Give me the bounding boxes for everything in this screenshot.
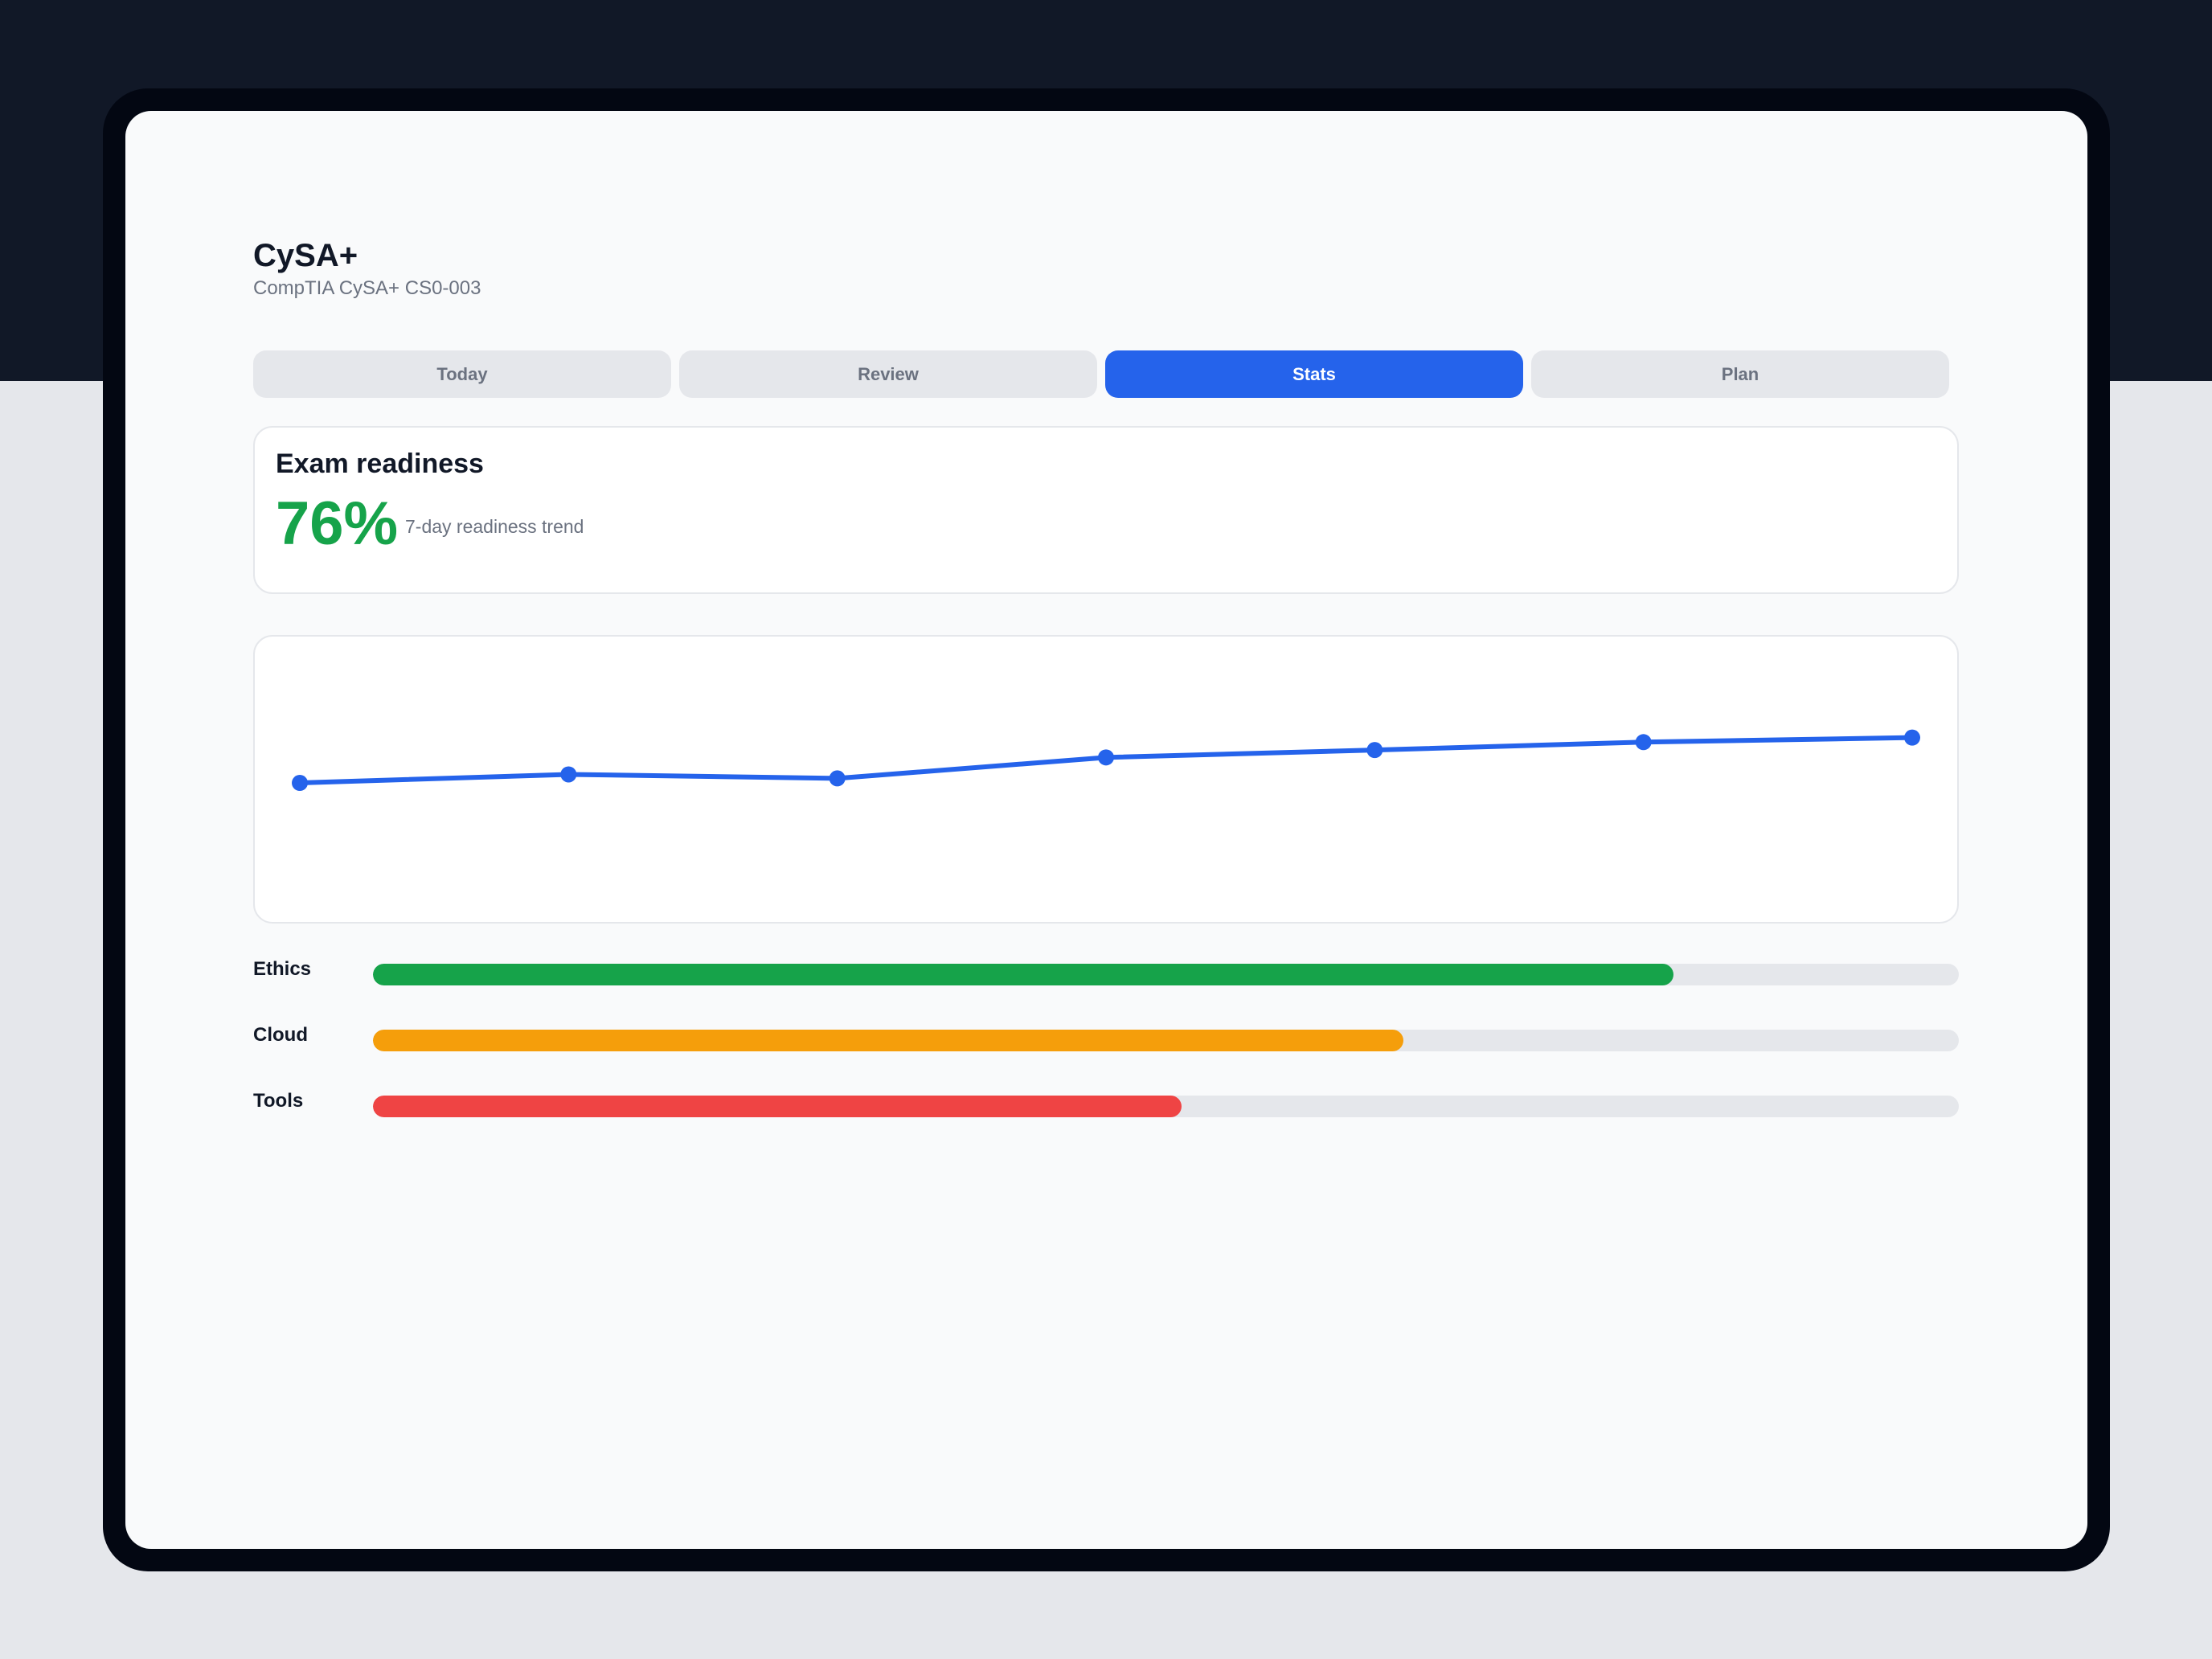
topic-track-cloud: [373, 1030, 1959, 1051]
topic-label-cloud: Cloud: [253, 1024, 308, 1046]
topic-progress-list: Ethics Cloud Tools: [253, 958, 1959, 1156]
topic-track-tools: [373, 1096, 1959, 1117]
tab-stats[interactable]: Stats: [1105, 350, 1523, 398]
topic-row-tools: Tools: [253, 1090, 1959, 1156]
trend-point-3: [829, 770, 846, 787]
tab-bar: Today Review Stats Plan: [253, 350, 1951, 398]
trend-point-5: [1366, 742, 1383, 759]
tab-today[interactable]: Today: [253, 350, 671, 398]
readiness-percentage: 76%: [276, 490, 399, 558]
trend-point-4: [1098, 749, 1114, 766]
topic-fill-tools: [373, 1096, 1182, 1117]
topic-label-tools: Tools: [253, 1090, 304, 1112]
trend-point-1: [292, 775, 308, 792]
topic-track-ethics: [373, 964, 1959, 985]
exam-readiness-card: Exam readiness 76% 7-day readiness trend: [253, 426, 1959, 594]
exam-readiness-title: Exam readiness: [276, 449, 484, 479]
topic-fill-ethics: [373, 964, 1673, 985]
app-subtitle: CompTIA CySA+ CS0-003: [253, 277, 481, 299]
topic-label-ethics: Ethics: [253, 958, 312, 980]
trend-point-2: [560, 766, 577, 783]
readiness-caption: 7-day readiness trend: [405, 516, 584, 537]
topic-fill-cloud: [373, 1030, 1404, 1051]
readiness-trend-chart: [253, 635, 1959, 924]
trend-chart-svg: [292, 729, 1920, 792]
app-screen: CySA+ CompTIA CySA+ CS0-003 Today Review…: [125, 111, 2087, 1549]
topic-row-cloud: Cloud: [253, 1024, 1959, 1090]
tab-plan[interactable]: Plan: [1531, 350, 1949, 398]
topic-row-ethics: Ethics: [253, 958, 1959, 1024]
tab-review[interactable]: Review: [679, 350, 1097, 398]
app-title: CySA+: [253, 238, 358, 273]
trend-point-6: [1635, 734, 1652, 751]
trend-point-7: [1904, 729, 1920, 746]
tablet-frame: CySA+ CompTIA CySA+ CS0-003 Today Review…: [103, 88, 2110, 1571]
